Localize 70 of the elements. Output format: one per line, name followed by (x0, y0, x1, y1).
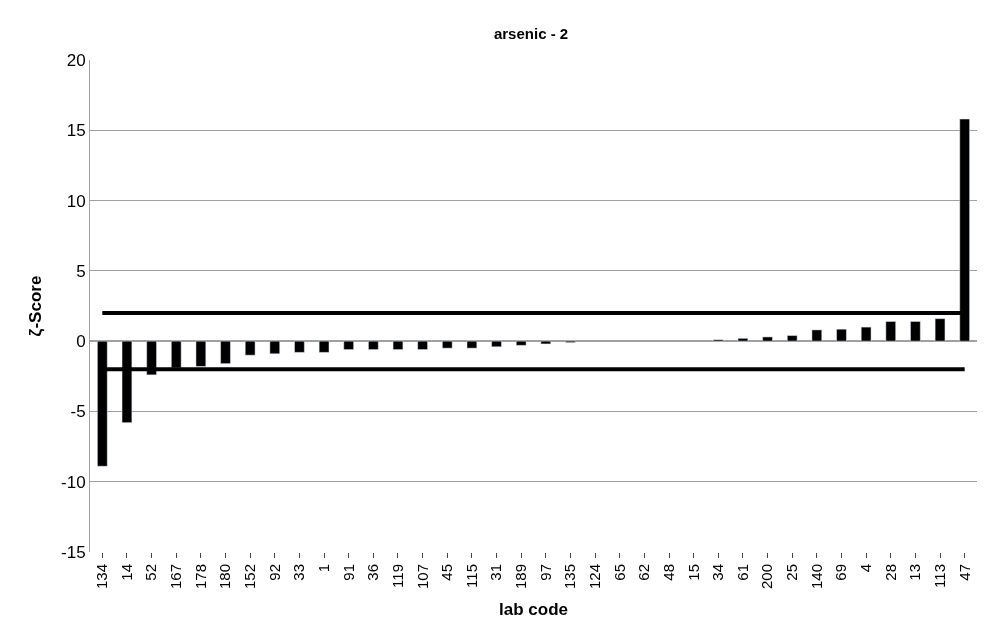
y-tick-label: 0 (76, 332, 86, 352)
bar (516, 340, 527, 346)
x-tick-label: 113 (930, 564, 948, 588)
x-tick-label: 34 (709, 564, 727, 581)
bar (860, 326, 872, 342)
x-tick-label: 65 (610, 564, 628, 581)
bar (220, 340, 231, 364)
x-tick-label: 92 (265, 564, 283, 581)
x-tick-label: 14 (117, 564, 135, 581)
x-tick-label: 135 (561, 564, 579, 590)
y-tick-label: -15 (61, 542, 86, 562)
bar (836, 328, 847, 342)
x-tick-label: 31 (487, 564, 505, 581)
bar (318, 340, 330, 353)
bar (269, 340, 280, 355)
y-tick-label: -10 (61, 472, 86, 492)
x-tick-label: 97 (536, 564, 554, 581)
bar (244, 340, 256, 356)
x-tick-label: 152 (241, 564, 259, 590)
x-tick-label: 200 (758, 564, 776, 590)
y-tick-label: 5 (76, 261, 86, 281)
x-tick-label: 178 (191, 564, 209, 590)
x-tick-label: 189 (512, 564, 530, 590)
bar (885, 321, 896, 342)
x-tick-label: 28 (881, 564, 899, 581)
x-tick-label: 119 (388, 564, 406, 588)
x-tick-label: 4 (857, 564, 875, 573)
x-tick-label: 124 (585, 564, 603, 590)
y-tick-label: 15 (66, 121, 86, 141)
x-tick-label: 25 (783, 564, 801, 581)
bar (787, 335, 798, 342)
x-tick-label: 47 (955, 564, 973, 581)
x-tick-label: 1 (314, 564, 332, 573)
y-tick-label: 10 (66, 191, 86, 211)
bar (762, 336, 773, 342)
bar (811, 329, 823, 342)
bar (737, 338, 749, 342)
bar (910, 321, 921, 342)
x-tick-label: 61 (733, 564, 751, 581)
bar (417, 340, 428, 350)
y-axis-title: ζ-Score (25, 275, 45, 337)
x-tick-label: 91 (339, 564, 357, 581)
x-tick-label: 180 (216, 564, 234, 590)
x-tick-label: 48 (659, 564, 677, 581)
x-tick-label: 107 (413, 564, 431, 590)
bar (392, 340, 404, 350)
x-tick-label: 33 (290, 564, 308, 581)
x-tick-label: 62 (635, 564, 653, 581)
y-tick-label: 20 (66, 50, 86, 70)
bar (540, 340, 551, 345)
x-tick-label: 69 (832, 564, 850, 581)
x-tick-label: 52 (142, 564, 160, 581)
x-tick-label: 45 (438, 564, 456, 581)
x-tick-label: 115 (462, 564, 480, 588)
bar (934, 318, 946, 342)
x-tick-label: 140 (807, 564, 825, 590)
bar (294, 340, 305, 353)
x-tick-label: 36 (364, 564, 382, 581)
bar (442, 340, 453, 349)
bar (491, 340, 502, 348)
x-axis-title: lab code (499, 600, 568, 620)
bar (368, 340, 379, 350)
bar (466, 340, 478, 349)
y-tick-label: -5 (70, 402, 86, 422)
x-tick-label: 13 (906, 564, 924, 581)
x-tick-label: 15 (684, 564, 702, 581)
bar (343, 340, 354, 350)
x-tick-label: 167 (167, 564, 185, 590)
x-tick-label: 134 (93, 564, 111, 590)
chart-title: arsenic - 2 (493, 25, 569, 43)
